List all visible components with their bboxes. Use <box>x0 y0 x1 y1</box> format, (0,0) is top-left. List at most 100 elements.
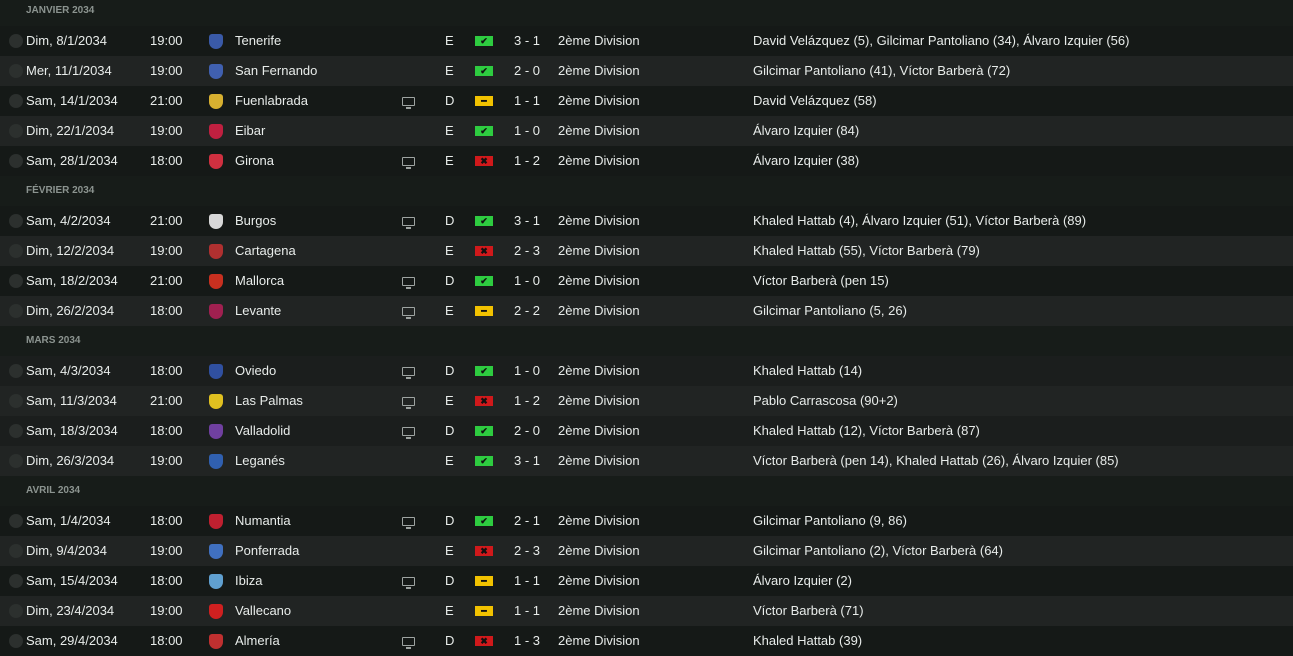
opponent-link[interactable]: Burgos <box>235 213 277 228</box>
opponent-link[interactable]: Numantia <box>235 513 291 528</box>
competition[interactable]: 2ème Division <box>558 63 640 78</box>
competition[interactable]: 2ème Division <box>558 243 640 258</box>
result-draw-icon: ━ <box>475 96 493 106</box>
competition[interactable]: 2ème Division <box>558 423 640 438</box>
opponent-link[interactable]: Oviedo <box>235 363 277 378</box>
competition[interactable]: 2ème Division <box>558 573 640 588</box>
match-row[interactable]: Dim, 12/2/2034 19:00 Cartagena E ✖ 2 - 3… <box>0 236 1293 266</box>
score[interactable]: 1 - 2 <box>513 153 540 168</box>
match-time: 19:00 <box>150 453 183 468</box>
opponent-link[interactable]: Ibiza <box>235 573 263 588</box>
match-row[interactable]: Sam, 1/4/2034 18:00 Numantia D ✔ 2 - 1 2… <box>0 506 1293 536</box>
match-row[interactable]: Mer, 11/1/2034 19:00 San Fernando E ✔ 2 … <box>0 56 1293 86</box>
score[interactable]: 2 - 1 <box>513 513 540 528</box>
opponent-link[interactable]: Ponferrada <box>235 543 300 558</box>
competition[interactable]: 2ème Division <box>558 513 640 528</box>
score[interactable]: 2 - 0 <box>513 63 540 78</box>
competition[interactable]: 2ème Division <box>558 603 640 618</box>
opponent-link[interactable]: Valladolid <box>235 423 291 438</box>
opponent-link[interactable]: Girona <box>235 153 275 168</box>
match-row[interactable]: Dim, 23/4/2034 19:00 Vallecano E ━ 1 - 1… <box>0 596 1293 626</box>
check-circle-icon <box>9 394 23 408</box>
opponent-link[interactable]: Vallecano <box>235 603 292 618</box>
venue: E <box>445 33 454 48</box>
match-row[interactable]: Dim, 26/3/2034 19:00 Leganés E ✔ 3 - 1 2… <box>0 446 1293 476</box>
opponent-link[interactable]: San Fernando <box>235 63 318 78</box>
tv-icon <box>402 577 415 589</box>
score[interactable]: 2 - 3 <box>513 543 540 558</box>
scorers: Khaled Hattab (12), Víctor Barberà (87) <box>753 423 980 438</box>
result-loss-icon: ✖ <box>475 246 493 256</box>
match-row[interactable]: Sam, 18/2/2034 21:00 Mallorca D ✔ 1 - 0 … <box>0 266 1293 296</box>
competition[interactable]: 2ème Division <box>558 363 640 378</box>
match-row[interactable]: Sam, 14/1/2034 21:00 Fuenlabrada D ━ 1 -… <box>0 86 1293 116</box>
competition[interactable]: 2ème Division <box>558 393 640 408</box>
competition[interactable]: 2ème Division <box>558 543 640 558</box>
opponent-link[interactable]: Cartagena <box>235 243 296 258</box>
match-row[interactable]: Sam, 28/1/2034 18:00 Girona E ✖ 1 - 2 2è… <box>0 146 1293 176</box>
venue: D <box>445 273 455 288</box>
check-circle-icon <box>9 514 23 528</box>
match-time: 18:00 <box>150 513 183 528</box>
result-win-icon: ✔ <box>475 276 493 286</box>
score[interactable]: 1 - 2 <box>513 393 540 408</box>
opponent-link[interactable]: Tenerife <box>235 33 282 48</box>
match-date: Dim, 22/1/2034 <box>26 123 115 138</box>
competition[interactable]: 2ème Division <box>558 33 640 48</box>
match-row[interactable]: Sam, 4/2/2034 21:00 Burgos D ✔ 3 - 1 2èm… <box>0 206 1293 236</box>
score[interactable]: 1 - 0 <box>513 123 540 138</box>
score[interactable]: 3 - 1 <box>513 213 540 228</box>
competition[interactable]: 2ème Division <box>558 153 640 168</box>
venue: E <box>445 303 454 318</box>
score[interactable]: 1 - 0 <box>513 273 540 288</box>
score[interactable]: 1 - 1 <box>513 573 540 588</box>
opponent-link[interactable]: Mallorca <box>235 273 285 288</box>
competition[interactable]: 2ème Division <box>558 213 640 228</box>
match-row[interactable]: Sam, 11/3/2034 21:00 Las Palmas E ✖ 1 - … <box>0 386 1293 416</box>
result-win-icon: ✔ <box>475 36 493 46</box>
match-row[interactable]: Dim, 26/2/2034 18:00 Levante E ━ 2 - 2 2… <box>0 296 1293 326</box>
score[interactable]: 1 - 1 <box>513 93 540 108</box>
match-row[interactable]: Sam, 4/3/2034 18:00 Oviedo D ✔ 1 - 0 2èm… <box>0 356 1293 386</box>
check-circle-icon <box>9 124 23 138</box>
opponent-link[interactable]: Eibar <box>235 123 266 138</box>
opponent-link[interactable]: Fuenlabrada <box>235 93 308 108</box>
score[interactable]: 3 - 1 <box>513 453 540 468</box>
match-row[interactable]: Sam, 18/3/2034 18:00 Valladolid D ✔ 2 - … <box>0 416 1293 446</box>
scorers: Pablo Carrascosa (90+2) <box>753 393 898 408</box>
score[interactable]: 1 - 1 <box>513 603 540 618</box>
competition[interactable]: 2ème Division <box>558 633 640 648</box>
tv-icon <box>402 367 415 379</box>
match-row[interactable]: Dim, 8/1/2034 19:00 Tenerife E ✔ 3 - 1 2… <box>0 26 1293 56</box>
opponent-link[interactable]: Almería <box>235 633 280 648</box>
match-row[interactable]: Sam, 15/4/2034 18:00 Ibiza D ━ 1 - 1 2èm… <box>0 566 1293 596</box>
team-crest-icon <box>209 214 223 229</box>
venue: E <box>445 243 454 258</box>
team-crest-icon <box>209 34 223 49</box>
result-loss-icon: ✖ <box>475 636 493 646</box>
match-row[interactable]: Dim, 9/4/2034 19:00 Ponferrada E ✖ 2 - 3… <box>0 536 1293 566</box>
score[interactable]: 2 - 0 <box>513 423 540 438</box>
opponent-link[interactable]: Las Palmas <box>235 393 303 408</box>
competition[interactable]: 2ème Division <box>558 123 640 138</box>
opponent-link[interactable]: Leganés <box>235 453 285 468</box>
venue: E <box>445 123 454 138</box>
opponent-link[interactable]: Levante <box>235 303 282 318</box>
competition[interactable]: 2ème Division <box>558 273 640 288</box>
score[interactable]: 1 - 3 <box>513 633 540 648</box>
competition[interactable]: 2ème Division <box>558 303 640 318</box>
score[interactable]: 2 - 2 <box>513 303 540 318</box>
competition[interactable]: 2ème Division <box>558 93 640 108</box>
score[interactable]: 2 - 3 <box>513 243 540 258</box>
match-date: Dim, 23/4/2034 <box>26 603 115 618</box>
score[interactable]: 1 - 0 <box>513 363 540 378</box>
venue: D <box>445 213 455 228</box>
match-time: 21:00 <box>150 213 183 228</box>
scorers: Gilcimar Pantoliano (41), Víctor Barberà… <box>753 63 1011 78</box>
venue: E <box>445 63 454 78</box>
competition[interactable]: 2ème Division <box>558 453 640 468</box>
match-row[interactable]: Dim, 22/1/2034 19:00 Eibar E ✔ 1 - 0 2èm… <box>0 116 1293 146</box>
match-row[interactable]: Sam, 29/4/2034 18:00 Almería D ✖ 1 - 3 2… <box>0 626 1293 656</box>
score[interactable]: 3 - 1 <box>513 33 540 48</box>
